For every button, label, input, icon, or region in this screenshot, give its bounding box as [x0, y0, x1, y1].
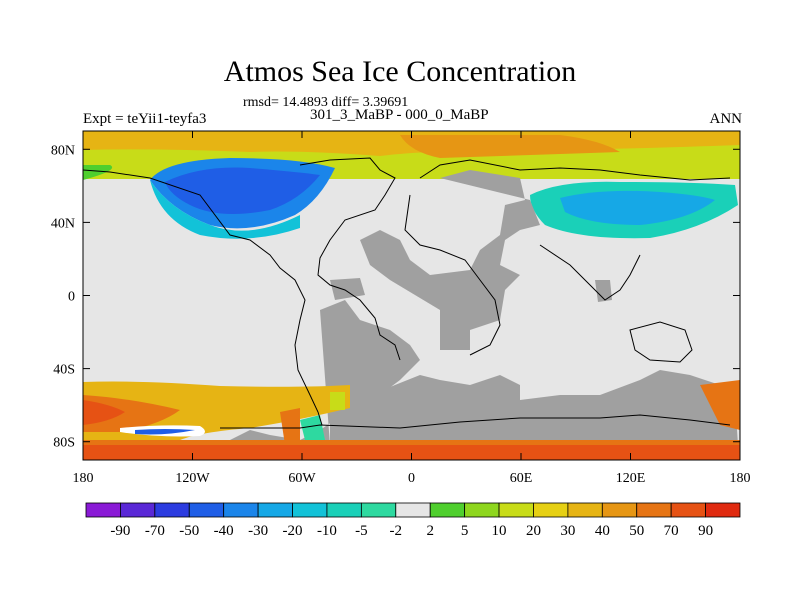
lat-tick-label: 80N: [51, 143, 75, 158]
season-label: ANN: [709, 111, 743, 127]
lon-tick-label: 0: [408, 471, 415, 486]
lon-tick-label: 180: [730, 471, 751, 486]
colorbar-box: [636, 502, 672, 518]
lon-tick-label: 60E: [510, 471, 533, 486]
colorbar-label: 10: [492, 523, 507, 539]
colorbar-label: -40: [214, 523, 234, 539]
colorbar-box: [395, 502, 431, 518]
lat-tick-label: 0: [68, 290, 75, 305]
colorbar-label: 30: [560, 523, 575, 539]
colorbar-label: 40: [595, 523, 610, 539]
coastline-antarctica: [220, 414, 731, 429]
colorbar-box: [360, 502, 397, 518]
colorbar-box: [498, 502, 534, 518]
latitude-axis: 80N 40N 0 40S 80S: [51, 143, 740, 451]
colorbar-box: [464, 502, 500, 518]
colorbar-label: -2: [390, 523, 403, 539]
coastline-eurasia-north: [419, 159, 731, 181]
north-atlantic-edge: [150, 180, 300, 239]
coastlines: [83, 157, 731, 429]
colorbar-box: [533, 502, 569, 518]
southern-ocean-east: [700, 380, 740, 430]
lat-tick-label: 80S: [53, 436, 75, 451]
colorbar-box: [326, 502, 362, 518]
colorbar-label: 20: [526, 523, 541, 539]
colorbar-label: 70: [664, 523, 679, 539]
colorbar-label: -5: [355, 523, 368, 539]
arctic-peak-zone: [400, 135, 620, 158]
colorbar-label: 5: [461, 523, 469, 539]
map-plot-area: [83, 131, 740, 460]
colorbar-label: -70: [145, 523, 165, 539]
colorbar-box: [429, 502, 466, 518]
experiment-label: Expt = teYii1-teyfa3: [83, 111, 207, 127]
colorbar-box: [567, 502, 603, 518]
southern-ocean-west-high: [83, 395, 180, 432]
colorbar-box: [154, 502, 190, 518]
lon-tick-label: 120E: [616, 471, 646, 486]
missing-patch-a: [330, 278, 365, 300]
arctic-low-zone: [83, 165, 113, 180]
colorbar-label: 2: [426, 523, 434, 539]
weddell-negative: [300, 415, 325, 440]
missing-region-north: [360, 170, 540, 350]
colorbar-label: -50: [179, 523, 199, 539]
colorbar-box: [601, 502, 638, 518]
colorbar-box: [670, 502, 706, 518]
colorbar-label: -20: [283, 523, 303, 539]
missing-patch-b: [595, 280, 612, 302]
chart-title: Atmos Sea Ice Concentration: [223, 55, 577, 88]
colorbar-label: -90: [110, 523, 130, 539]
colorbar-box: [223, 502, 259, 518]
lon-tick-label: 180: [73, 471, 94, 486]
coastline-africa: [404, 194, 501, 356]
coastline-west-america: [83, 169, 323, 426]
colorbar-box: [292, 502, 328, 518]
weddell-positive: [280, 408, 300, 445]
colorbar-label: 90: [698, 523, 713, 539]
coastline-east-america: [299, 157, 401, 361]
colorbar-box: [705, 502, 741, 518]
north-pacific-core: [560, 190, 715, 225]
lon-tick-label: 60W: [288, 471, 316, 486]
longitude-axis: 180 120W 60W 0 60E 120E 180: [73, 131, 751, 486]
north-atlantic-core: [165, 167, 320, 214]
lat-tick-label: 40S: [53, 363, 75, 378]
antarctic-coast-core: [83, 445, 740, 460]
lat-tick-label: 40N: [51, 216, 75, 231]
colorbar-labels: -90 -70 -50 -40 -30 -20 -10 -5 -2 2 5 10 20 30 40 50 70 9…: [110, 523, 713, 539]
colorbar-label: -10: [317, 523, 337, 539]
colorbar-box: [85, 502, 121, 518]
south-atlantic-small: [330, 392, 345, 410]
ross-sea-negative: [135, 429, 195, 435]
coastline-australia: [629, 321, 693, 363]
colorbar-box: [188, 502, 225, 518]
southern-ocean-west-peak: [83, 400, 125, 425]
lon-tick-label: 120W: [175, 471, 210, 486]
coastline-south-asia: [539, 244, 641, 301]
colorbar-boxes: [85, 502, 741, 518]
comparison-label: 301_3_MaBP - 000_0_MaBP: [310, 107, 489, 123]
colorbar-label: -30: [248, 523, 268, 539]
rmsd-diff-stats: rmsd= 14.4893 diff= 3.39691: [243, 95, 409, 110]
colorbar-box: [257, 502, 293, 518]
colorbar-label: 50: [629, 523, 644, 539]
colorbar-box: [120, 502, 156, 518]
